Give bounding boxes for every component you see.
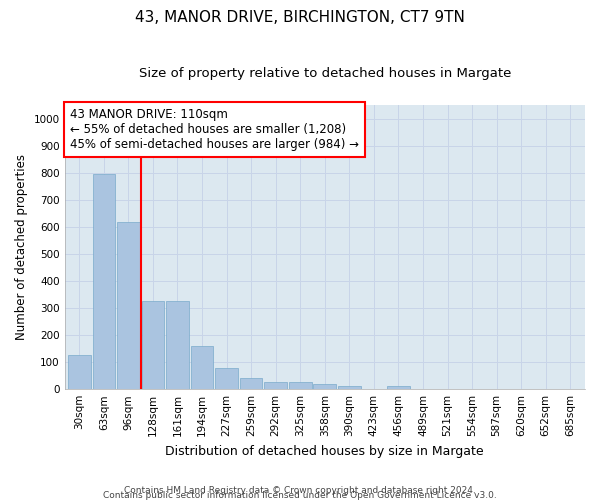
Bar xyxy=(191,346,214,389)
Text: Contains public sector information licensed under the Open Government Licence v3: Contains public sector information licen… xyxy=(103,491,497,500)
X-axis label: Distribution of detached houses by size in Margate: Distribution of detached houses by size … xyxy=(166,444,484,458)
Bar xyxy=(166,302,189,389)
Bar xyxy=(265,382,287,389)
Text: 43, MANOR DRIVE, BIRCHINGTON, CT7 9TN: 43, MANOR DRIVE, BIRCHINGTON, CT7 9TN xyxy=(135,10,465,25)
Bar xyxy=(387,386,410,389)
Bar xyxy=(215,368,238,389)
Text: Contains HM Land Registry data © Crown copyright and database right 2024.: Contains HM Land Registry data © Crown c… xyxy=(124,486,476,495)
Bar xyxy=(313,384,336,389)
Bar xyxy=(289,382,311,389)
Bar xyxy=(92,174,115,389)
Y-axis label: Number of detached properties: Number of detached properties xyxy=(15,154,28,340)
Bar xyxy=(338,386,361,389)
Bar xyxy=(142,302,164,389)
Text: 43 MANOR DRIVE: 110sqm
← 55% of detached houses are smaller (1,208)
45% of semi-: 43 MANOR DRIVE: 110sqm ← 55% of detached… xyxy=(70,108,359,151)
Bar xyxy=(240,378,262,389)
Bar xyxy=(117,222,140,389)
Bar xyxy=(68,356,91,389)
Title: Size of property relative to detached houses in Margate: Size of property relative to detached ho… xyxy=(139,68,511,80)
